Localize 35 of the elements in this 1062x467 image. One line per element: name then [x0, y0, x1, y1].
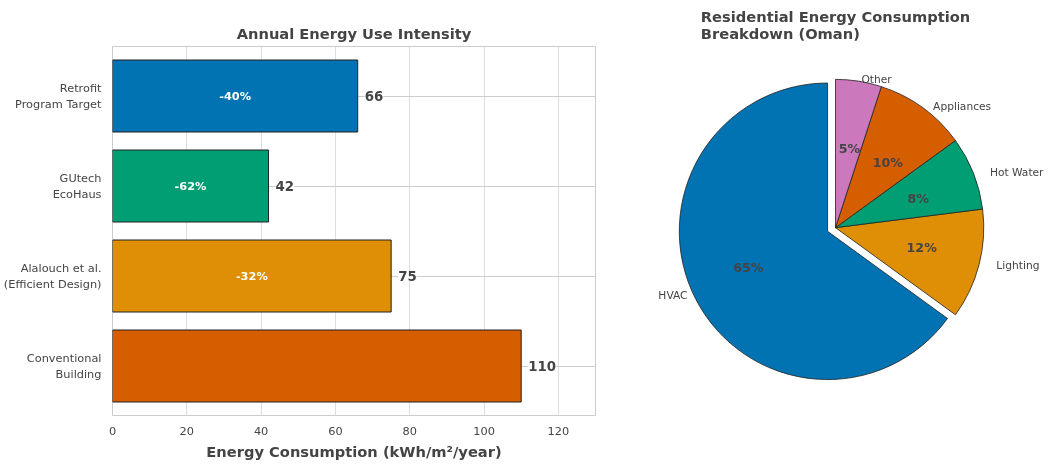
- bar: [112, 149, 270, 223]
- data-label: 66: [364, 89, 384, 104]
- y-tick-label: GUtech EcoHaus: [52, 170, 102, 202]
- data-label: 10%: [872, 155, 904, 171]
- slice-label: Appliances: [933, 99, 992, 113]
- x-tick-label: 80: [402, 423, 417, 438]
- slice-label: Hot Water: [989, 165, 1045, 179]
- x-tick-label: 100: [473, 423, 495, 438]
- data-label: 65%: [733, 260, 764, 276]
- x-axis-title: Energy Consumption (kWh/m²/year): [206, 442, 502, 460]
- y-tick-label: Alalouch et al. (Efficient Design): [3, 260, 102, 292]
- slice-label: Lighting: [996, 258, 1040, 272]
- data-label: 8%: [907, 190, 930, 206]
- y-tick-label: Retrofit Program Target: [15, 80, 103, 112]
- data-label: 110: [528, 359, 557, 374]
- bar: [112, 329, 522, 403]
- annotation: -62%: [174, 179, 207, 193]
- x-tick-label: 0: [108, 423, 117, 438]
- data-label: 12%: [906, 240, 938, 256]
- data-label: 75: [398, 269, 417, 284]
- data-label: 5%: [838, 140, 861, 156]
- y-tick-label: Conventional Building: [26, 350, 102, 382]
- data-label: 42: [275, 179, 295, 194]
- annotation: -32%: [235, 269, 268, 283]
- x-tick-label: 60: [328, 423, 343, 438]
- bar: [112, 239, 392, 313]
- x-tick-label: 40: [253, 423, 269, 438]
- chart-title: Annual Energy Use Intensity: [236, 24, 472, 42]
- x-tick-label: 20: [179, 423, 195, 438]
- annotation: -40%: [219, 89, 252, 103]
- slice-label: HVAC: [658, 289, 688, 303]
- slice-label: Other: [861, 72, 893, 86]
- x-tick-label: 120: [547, 423, 570, 438]
- bar: [112, 59, 359, 133]
- chart-title: Residential Energy Consumption Breakdown (Oman): [700, 7, 971, 42]
